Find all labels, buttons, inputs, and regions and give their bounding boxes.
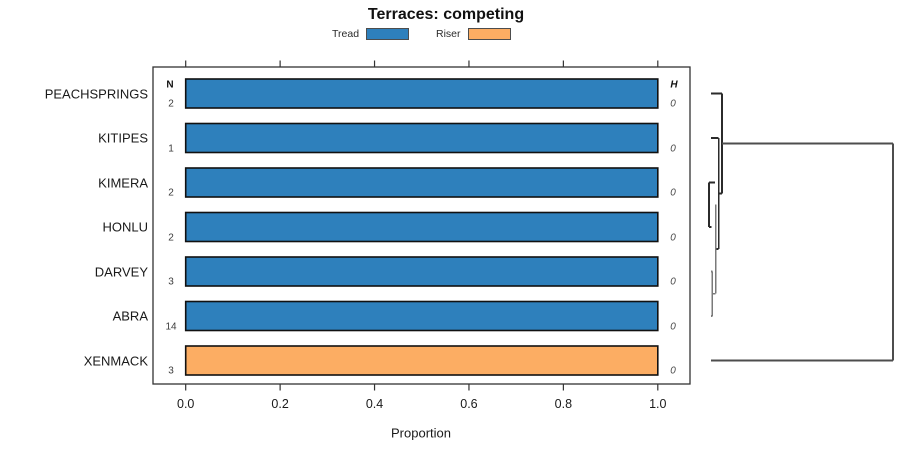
h-value: 0	[670, 232, 676, 243]
n-value: 3	[168, 365, 174, 377]
x-axis-label: Proportion	[391, 425, 451, 441]
n-value: 1	[168, 143, 174, 154]
bar	[184, 300, 659, 332]
legend-item: Tread	[332, 27, 410, 41]
chart-title: Terraces: competing	[367, 6, 525, 23]
h-value: 0	[670, 187, 676, 199]
n-value: 3	[168, 276, 174, 288]
x-tick-label: 0.6	[460, 397, 478, 411]
legend-swatch	[366, 28, 410, 40]
row-label: DARVEY	[94, 264, 148, 279]
row-label: XENMACK	[83, 353, 148, 368]
h-value: 0	[670, 276, 676, 288]
n-value: 2	[168, 98, 174, 110]
x-tick-label: 0.2	[271, 397, 289, 411]
legend-swatch	[467, 28, 511, 40]
x-tick-label: 0.4	[365, 397, 384, 411]
x-tick-label: 1.0	[649, 397, 667, 411]
bar	[184, 122, 659, 154]
legend-label: Riser	[436, 28, 461, 40]
h-value: 0	[670, 321, 676, 332]
legend-item: Riser	[436, 27, 511, 41]
n-value: 2	[168, 232, 174, 243]
row-label: KIMERA	[98, 175, 148, 190]
h-column-header: H	[670, 79, 678, 90]
row-label: KITIPES	[98, 130, 148, 146]
bar	[184, 256, 659, 287]
bar	[184, 167, 659, 198]
h-value: 0	[670, 143, 676, 154]
n-value: 2	[168, 187, 174, 199]
plot-frame	[152, 66, 691, 385]
h-value: 0	[670, 98, 676, 110]
h-value: 0	[670, 365, 676, 377]
bar	[184, 78, 659, 109]
row-label: ABRA	[112, 308, 148, 324]
x-tick-label: 0.8	[554, 397, 573, 411]
bar	[184, 211, 659, 243]
row-label: PEACHSPRINGS	[44, 86, 148, 101]
bar	[184, 345, 659, 376]
row-label: HONLU	[102, 219, 148, 235]
n-column-header: N	[166, 79, 174, 90]
legend-label: Tread	[332, 28, 360, 40]
n-value: 14	[165, 321, 177, 332]
x-tick-label: 0.0	[176, 397, 195, 411]
